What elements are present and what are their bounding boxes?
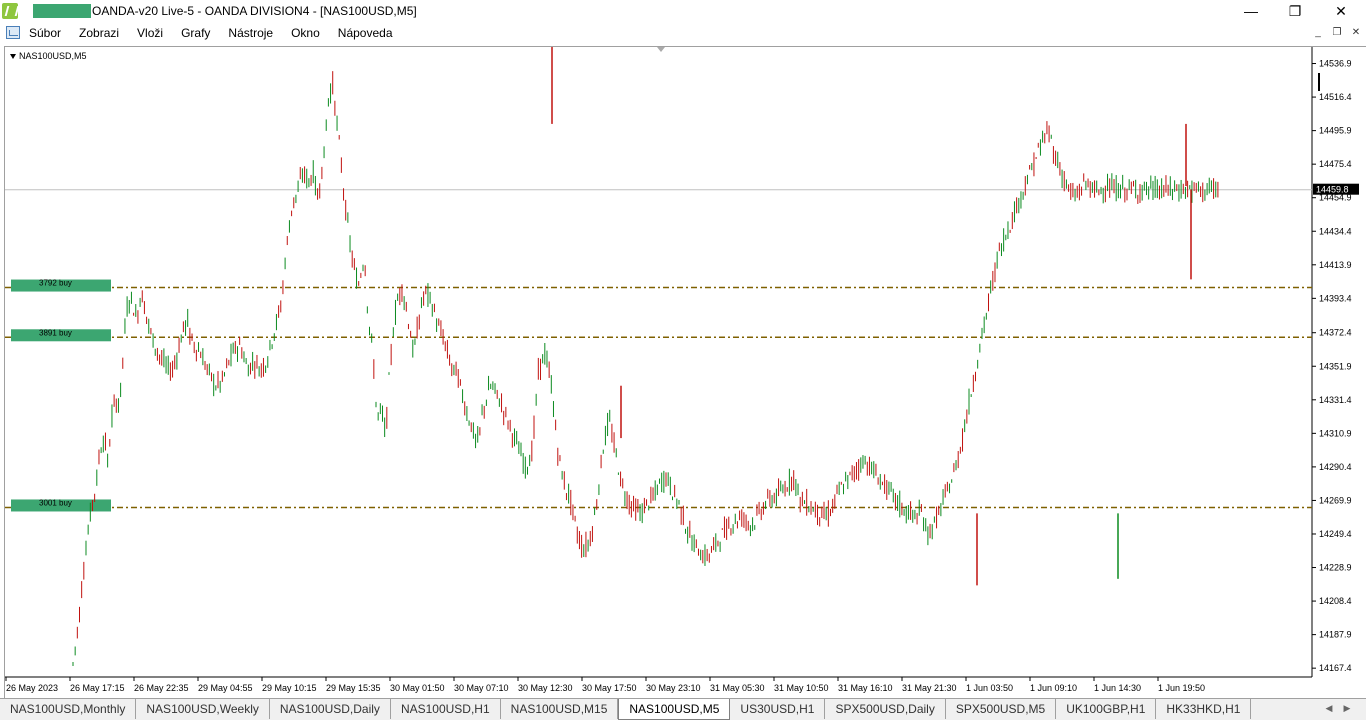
redacted-account-block: [33, 4, 91, 18]
price-tick-label: 14536.9: [1319, 59, 1352, 69]
price-tick-label: 14475.4: [1319, 159, 1352, 169]
order-level-label: 3891 buy: [39, 328, 72, 337]
price-tick-label: 14372.4: [1319, 328, 1352, 338]
time-tick-label: 29 May 04:55: [198, 683, 253, 693]
time-tick-label: 30 May 01:50: [390, 683, 445, 693]
price-tick-label: 14228.9: [1319, 563, 1352, 573]
price-tick-label: 14331.4: [1319, 395, 1352, 405]
price-tick-label: 14290.4: [1319, 462, 1352, 472]
redacted-order-tag: [11, 329, 111, 342]
tab-scroll-right-icon[interactable]: ▶: [1343, 702, 1351, 713]
app-logo-icon: [2, 3, 18, 19]
symbol-name: NAS100USD,M5: [19, 51, 87, 61]
time-tick-label: 31 May 05:30: [710, 683, 765, 693]
time-tick-label: 30 May 07:10: [454, 683, 509, 693]
chart-tab[interactable]: NAS100USD,Daily: [270, 699, 391, 719]
price-tick-label: 14269.9: [1319, 495, 1352, 505]
order-level-label: 3001 buy: [39, 498, 72, 507]
time-tick-label: 30 May 17:50: [582, 683, 637, 693]
chart-tab[interactable]: SPX500USD,M5: [946, 699, 1057, 719]
chart-tab-bar: NAS100USD,Monthly NAS100USD,Weekly NAS100U…: [0, 698, 1366, 720]
time-tick-label: 26 May 2023: [6, 683, 58, 693]
time-tick-label: 1 Jun 09:10: [1030, 683, 1077, 693]
mdi-restore-button[interactable]: ❐: [1332, 27, 1342, 38]
time-tick-label: 29 May 10:15: [262, 683, 317, 693]
price-tick-label: 14351.9: [1319, 361, 1352, 371]
time-tick-label: 31 May 10:50: [774, 683, 829, 693]
mdi-minimize-button[interactable]: _: [1315, 27, 1321, 38]
price-chart[interactable]: 14536.9 14516.4 14495.9 14475.4 14454.9 14434…: [5, 47, 1366, 699]
time-tick-label: 31 May 16:10: [838, 683, 893, 693]
price-tick-label: 14187.9: [1319, 630, 1352, 640]
collapse-triangle-icon[interactable]: [10, 53, 16, 59]
time-tick-label: 1 Jun 03:50: [966, 683, 1013, 693]
time-tick-label: 1 Jun 14:30: [1094, 683, 1141, 693]
chart-tab[interactable]: HK33HKD,H1: [1156, 699, 1252, 719]
current-price-box: [1313, 183, 1359, 195]
price-tick-label: 14434.4: [1319, 226, 1352, 236]
chart-tab[interactable]: NAS100USD,M5: [618, 699, 731, 720]
price-tick-label: 14413.9: [1319, 260, 1352, 270]
price-tick-label: 14495.9: [1319, 126, 1352, 136]
menu-insert[interactable]: Vloži: [137, 25, 164, 40]
chart-window-icon[interactable]: [6, 26, 20, 39]
chart-tab[interactable]: NAS100USD,H1: [391, 699, 501, 719]
price-tick-label: 14393.4: [1319, 293, 1352, 303]
price-tick-label: 14310.9: [1319, 428, 1352, 438]
close-button[interactable]: ✕: [1335, 2, 1347, 19]
menu-window[interactable]: Okno: [291, 25, 320, 40]
chart-shift-marker-icon: [657, 47, 665, 52]
mdi-close-button[interactable]: ✕: [1351, 27, 1361, 38]
menu-file[interactable]: Súbor: [29, 25, 62, 40]
chart-tab[interactable]: NAS100USD,Monthly: [0, 699, 137, 719]
chart-tab[interactable]: NAS100USD,M15: [501, 699, 619, 719]
title-bar: OANDA-v20 Live-5 - OANDA DIVISION4 - [NA…: [0, 0, 1366, 22]
chart-tab[interactable]: UK100GBP,H1: [1056, 699, 1157, 719]
current-price-label: 14459.8: [1316, 185, 1349, 195]
price-tick-label: 14208.4: [1319, 596, 1352, 606]
time-tick-label: 26 May 17:15: [70, 683, 125, 693]
chart-tab[interactable]: SPX500USD,Daily: [825, 699, 946, 719]
menu-bar: Súbor Zobrazi Vloži Grafy Nástroje Okno …: [0, 22, 1366, 43]
chart-tab[interactable]: NAS100USD,Weekly: [136, 699, 270, 719]
time-tick-label: 30 May 12:30: [518, 683, 573, 693]
price-scale-marker: [1318, 73, 1320, 91]
time-tick-label: 29 May 15:35: [326, 683, 381, 693]
price-tick-label: 14167.4: [1319, 663, 1352, 673]
menu-help[interactable]: Nápoveda: [337, 25, 393, 40]
tab-scroll-left-icon[interactable]: ◀: [1325, 702, 1333, 713]
symbol-header: NAS100USD,M5: [10, 51, 87, 61]
order-level-label: 3792 buy: [39, 279, 72, 288]
maximize-button[interactable]: ❐: [1288, 2, 1302, 19]
chart-tab[interactable]: US30USD,H1: [730, 699, 826, 719]
chart-window[interactable]: 14536.9 14516.4 14495.9 14475.4 14454.9 14434…: [4, 46, 1366, 698]
menu-tools[interactable]: Nástroje: [228, 25, 274, 40]
redacted-order-tag: [11, 499, 111, 512]
menu-view[interactable]: Zobrazi: [79, 25, 120, 40]
time-tick-label: 30 May 23:10: [646, 683, 701, 693]
time-tick-label: 31 May 21:30: [902, 683, 957, 693]
window-title: OANDA-v20 Live-5 - OANDA DIVISION4 - [NA…: [92, 4, 417, 18]
minimize-button[interactable]: —: [1244, 3, 1258, 19]
price-tick-label: 14249.4: [1319, 529, 1352, 539]
time-tick-label: 1 Jun 19:50: [1158, 683, 1205, 693]
price-tick-label: 14454.9: [1319, 193, 1352, 203]
price-tick-label: 14516.4: [1319, 92, 1352, 102]
menu-charts[interactable]: Grafy: [181, 25, 211, 40]
redacted-order-tag: [11, 279, 111, 292]
time-tick-label: 26 May 22:35: [134, 683, 189, 693]
